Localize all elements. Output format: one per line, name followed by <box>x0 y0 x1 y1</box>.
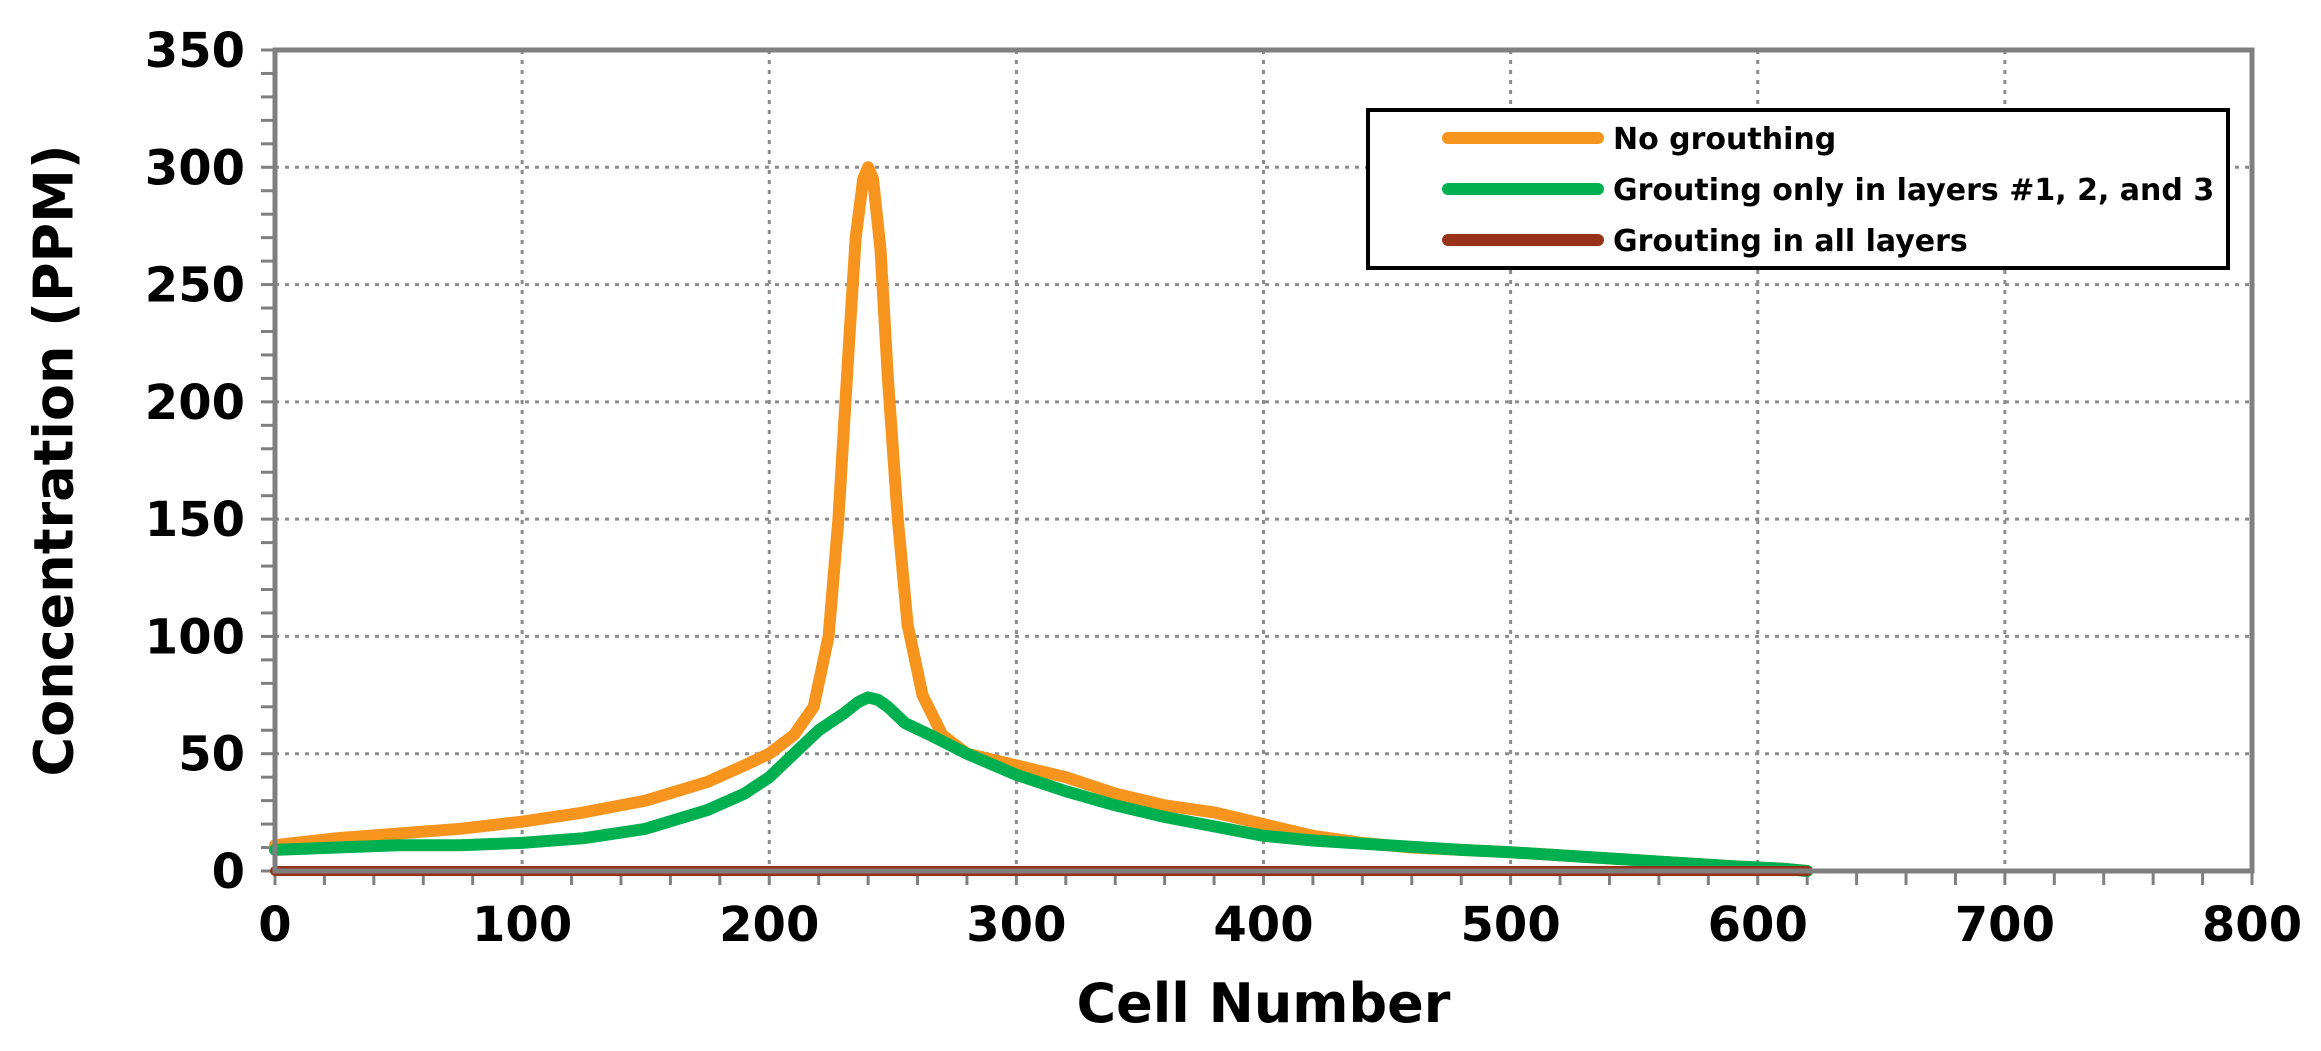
x-tick-label: 600 <box>1708 897 1808 953</box>
x-tick-label: 800 <box>2202 897 2302 953</box>
x-tick-label: 400 <box>1213 897 1313 953</box>
x-tick-label: 500 <box>1461 897 1561 953</box>
x-tick-label: 700 <box>1955 897 2055 953</box>
y-tick-label: 300 <box>145 140 245 196</box>
y-tick-label: 100 <box>145 609 245 665</box>
plot-area-border <box>272 47 2255 874</box>
y-tick-label: 150 <box>145 492 245 548</box>
legend: No grouthing Grouting only in layers #1,… <box>1366 108 2230 270</box>
x-tick-label: 0 <box>258 897 291 953</box>
legend-label-no-grouthing: No grouthing <box>1613 122 1836 157</box>
y-tick-label: 250 <box>145 258 245 314</box>
y-tick-label: 350 <box>145 23 245 79</box>
y-tick-label: 200 <box>145 375 245 431</box>
tick-labels: 0 100 200 300 400 500 600 700 800 0 50 100 150 200 250… <box>145 23 2302 953</box>
legend-label-grouting-layers-1-2-3: Grouting only in layers #1, 2, and 3 <box>1613 173 2214 208</box>
legend-label-grouting-all-layers: Grouting in all layers <box>1613 224 1968 259</box>
x-tick-label: 100 <box>472 897 572 953</box>
y-tick-label: 50 <box>178 727 245 783</box>
gridlines <box>275 50 2252 871</box>
series-line-1 <box>269 691 1814 877</box>
x-tick-label: 200 <box>719 897 819 953</box>
y-axis-title: Concentration (PPM) <box>23 144 86 776</box>
x-axis-title: Cell Number <box>1077 972 1451 1035</box>
x-tick-label: 300 <box>966 897 1066 953</box>
y-tick-label: 0 <box>212 844 245 900</box>
